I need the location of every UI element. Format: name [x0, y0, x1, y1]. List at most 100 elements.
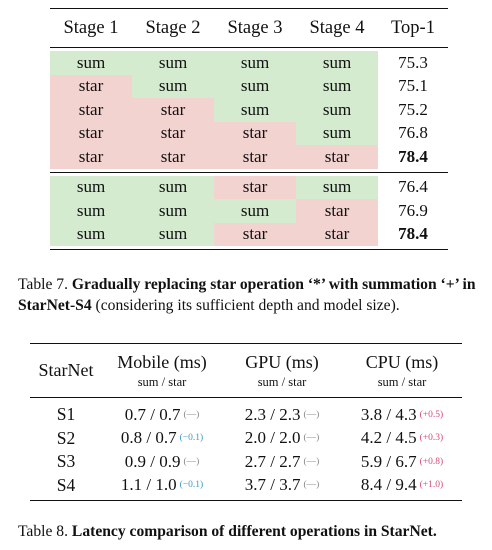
gpu-delta: (—) [303, 480, 320, 491]
table-row: S4 1.1 / 1.0 (−0.1) 3.7 / 3.7 (—) 8.4 / 9.4 (+… [30, 474, 462, 498]
gpu-value: 2.7 / 2.7 [244, 451, 301, 471]
cpu-delta: (+0.3) [419, 433, 444, 444]
mobile-latency: 1.1 / 1.0 (−0.1) [102, 475, 222, 495]
top1-cell: 75.3 [398, 52, 428, 72]
model-name: S4 [56, 474, 76, 495]
stage-cell: sum [132, 51, 214, 75]
stage-cell: sum [50, 222, 132, 246]
table-row: sum sum sum star 76.9 [50, 199, 448, 223]
model-name: S3 [56, 451, 76, 472]
stage-cell: star [50, 145, 132, 169]
table-8-caption: Table 8. Latency comparison of different… [18, 521, 486, 542]
table-row: S1 0.7 / 0.7 (—) 2.3 / 2.3 (—) 3.8 / 4.3 (+0.5… [30, 403, 462, 427]
cpu-value: 5.9 / 6.7 [360, 451, 417, 471]
caption-label: Table 8. [18, 523, 69, 540]
stage-cell: star [50, 98, 132, 122]
table-8-header: StarNet Mobile (ms) sum / star GPU (ms) … [30, 344, 462, 397]
mobile-delta: (—) [183, 409, 200, 420]
cpu-delta: (+0.5) [419, 409, 444, 420]
stage-cell: star [214, 175, 296, 199]
stage-cell: sum [132, 222, 214, 246]
header-stage-1: Stage 1 [63, 17, 119, 38]
stage-cell: sum [50, 51, 132, 75]
table-row: star star sum sum 75.2 [50, 98, 448, 122]
gpu-value: 2.0 / 2.0 [244, 428, 301, 448]
top1-cell: 75.1 [398, 76, 428, 96]
cpu-delta: (+0.8) [419, 456, 444, 467]
header-rule [30, 397, 462, 398]
mobile-delta: (−0.1) [179, 480, 204, 491]
stage-cell: star [132, 145, 214, 169]
caption-rest: (considering its sufficient depth and mo… [95, 297, 400, 314]
header-rule [50, 47, 448, 48]
table-row: star star star sum 76.8 [50, 121, 448, 145]
stage-cell: star [214, 145, 296, 169]
stage-cell: sum [132, 175, 214, 199]
header-gpu: GPU (ms) sum / star [222, 344, 342, 397]
stage-cell: star [132, 121, 214, 145]
stage-cell: star [214, 222, 296, 246]
top1-cell: 78.4 [398, 146, 428, 166]
header-mobile-title: Mobile (ms) [117, 351, 207, 372]
mobile-latency: 0.8 / 0.7 (−0.1) [102, 428, 222, 448]
cpu-delta: (+1.0) [419, 480, 444, 491]
table-row: sum sum sum sum 75.3 [50, 51, 448, 75]
stage-cell: star [50, 121, 132, 145]
table-8: StarNet Mobile (ms) sum / star GPU (ms) … [30, 343, 462, 501]
stage-cell: star [296, 222, 378, 246]
stage-cell: sum [132, 74, 214, 98]
header-cpu-sub: sum / star [377, 374, 427, 389]
table-7-caption: Table 7. Gradually replacing star operat… [18, 274, 486, 316]
table-row: S2 0.8 / 0.7 (−0.1) 2.0 / 2.0 (—) 4.2 / 4.5 (+… [30, 427, 462, 451]
table-row: sum sum star sum 76.4 [50, 175, 448, 199]
header-mobile: Mobile (ms) sum / star [102, 344, 222, 397]
top1-cell: 75.2 [398, 99, 428, 119]
bottom-rule [50, 249, 448, 250]
top-rule [50, 8, 448, 9]
header-cpu: CPU (ms) sum / star [342, 344, 462, 397]
header-stage-3: Stage 3 [227, 17, 283, 38]
gpu-latency: 2.3 / 2.3 (—) [222, 405, 342, 425]
mobile-value: 0.8 / 0.7 [120, 428, 177, 448]
table-7: Stage 1 Stage 2 Stage 3 Stage 4 Top-1 su… [50, 8, 448, 250]
cpu-value: 8.4 / 9.4 [360, 475, 417, 495]
top1-cell: 78.4 [398, 224, 428, 244]
cpu-value: 4.2 / 4.5 [360, 428, 417, 448]
stage-cell: sum [214, 199, 296, 223]
mobile-value: 0.9 / 0.9 [124, 451, 181, 471]
table-8-body: S1 0.7 / 0.7 (—) 2.3 / 2.3 (—) 3.8 / 4.3 (+0.5… [30, 398, 462, 500]
stage-cell: sum [214, 74, 296, 98]
header-starnet: StarNet [38, 360, 94, 380]
header-top-1: Top-1 [391, 17, 435, 38]
caption-bold: Gradually replacing star operation ‘*’ w… [18, 276, 476, 314]
table-row: star sum sum sum 75.1 [50, 74, 448, 98]
stage-cell: sum [296, 74, 378, 98]
gpu-delta: (—) [303, 433, 320, 444]
table-row: S3 0.9 / 0.9 (—) 2.7 / 2.7 (—) 5.9 / 6.7 (+0.8… [30, 450, 462, 474]
stage-cell: star [296, 145, 378, 169]
mobile-value: 0.7 / 0.7 [124, 404, 181, 424]
stage-cell: star [296, 199, 378, 223]
mobile-latency: 0.9 / 0.9 (—) [102, 452, 222, 472]
stage-cell: sum [296, 51, 378, 75]
stage-cell: star [132, 98, 214, 122]
top1-cell: 76.9 [398, 200, 428, 220]
stage-cell: star [214, 121, 296, 145]
top1-cell: 76.8 [398, 123, 428, 143]
cpu-latency: 3.8 / 4.3 (+0.5) [342, 405, 462, 425]
stage-cell: sum [132, 199, 214, 223]
table-7-header: Stage 1 Stage 2 Stage 3 Stage 4 Top-1 [50, 9, 448, 47]
gpu-latency: 2.0 / 2.0 (—) [222, 428, 342, 448]
stage-cell: sum [50, 175, 132, 199]
header-stage-4: Stage 4 [309, 17, 365, 38]
stage-cell: sum [214, 98, 296, 122]
model-name: S2 [56, 427, 76, 448]
cpu-latency: 4.2 / 4.5 (+0.3) [342, 428, 462, 448]
stage-cell: sum [50, 199, 132, 223]
stage-cell: sum [296, 98, 378, 122]
caption-label: Table 7. [18, 276, 69, 293]
header-stage-2: Stage 2 [145, 17, 201, 38]
top-rule [30, 343, 462, 344]
stage-cell: sum [296, 121, 378, 145]
mobile-delta: (−0.1) [179, 433, 204, 444]
